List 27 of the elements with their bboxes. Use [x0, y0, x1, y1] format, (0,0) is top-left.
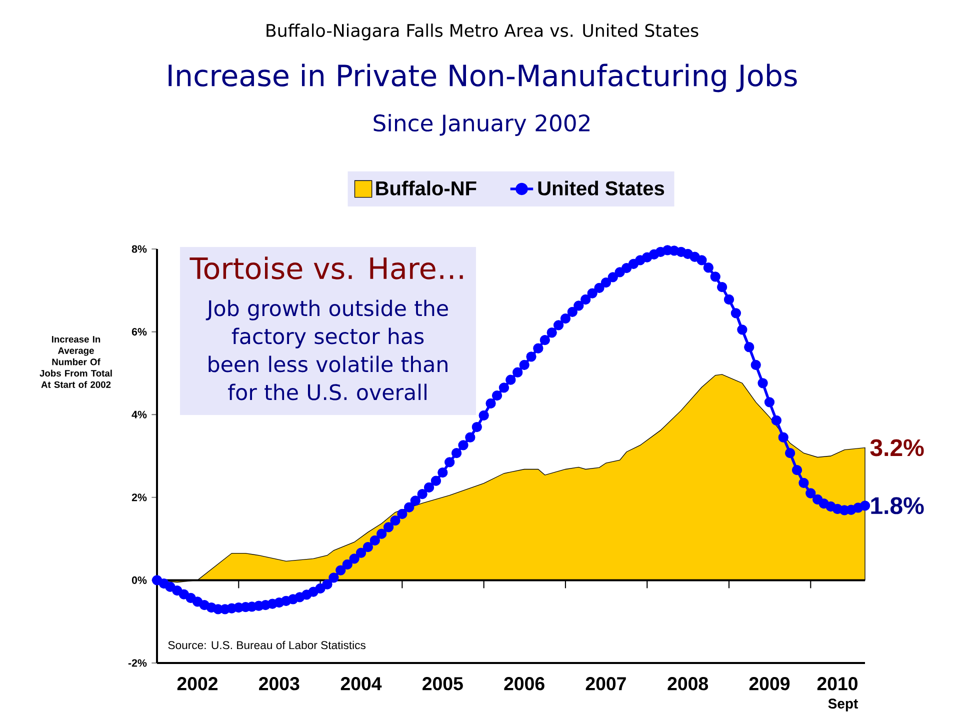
chart-title: Increase in Private Non-Manufacturing Jobs — [168, 64, 797, 92]
legend-label: United States — [538, 180, 664, 196]
x-tick-label: 2003 — [259, 677, 300, 690]
chart-subtitle: Since January 2002 — [374, 114, 590, 136]
text: Sept — [828, 698, 858, 712]
annotation: Job growth outside the factory sector has been less volatile than for the U.S. overall — [206, 300, 448, 400]
x-tick-label: 2005 — [422, 677, 463, 690]
x-tick-label: 2010 — [817, 677, 858, 690]
annotation: 1.8% — [871, 497, 924, 514]
annotation: 3.2% — [870, 439, 924, 456]
x-tick-label: 2008 — [668, 677, 708, 690]
y-tick-label: 2% — [132, 494, 147, 502]
x-tick-label: 2006 — [504, 677, 544, 690]
y-axis-title: Increase In Average Number Of Jobs From Total At Start of 2002 — [40, 336, 112, 388]
annotation: Tortoise vs. Hare… — [190, 256, 463, 280]
x-tick-label: 2007 — [586, 677, 626, 690]
x-tick-label: 2009 — [749, 677, 790, 690]
y-tick-label: 8% — [132, 245, 147, 253]
x-tick-label: 2004 — [340, 677, 382, 690]
y-tick-label: 6% — [132, 328, 147, 336]
text: Buffalo-Niagara Falls Metro Area vs. United States — [266, 24, 698, 40]
y-tick-label: 0% — [132, 576, 147, 584]
annotation: Source: U.S. Bureau of Labor Statistics — [168, 640, 366, 650]
legend-label: Buffalo-NF — [376, 180, 476, 196]
y-tick-label: 4% — [132, 410, 147, 418]
y-tick-label: -2% — [128, 659, 147, 667]
x-tick-label: 2002 — [177, 677, 218, 690]
